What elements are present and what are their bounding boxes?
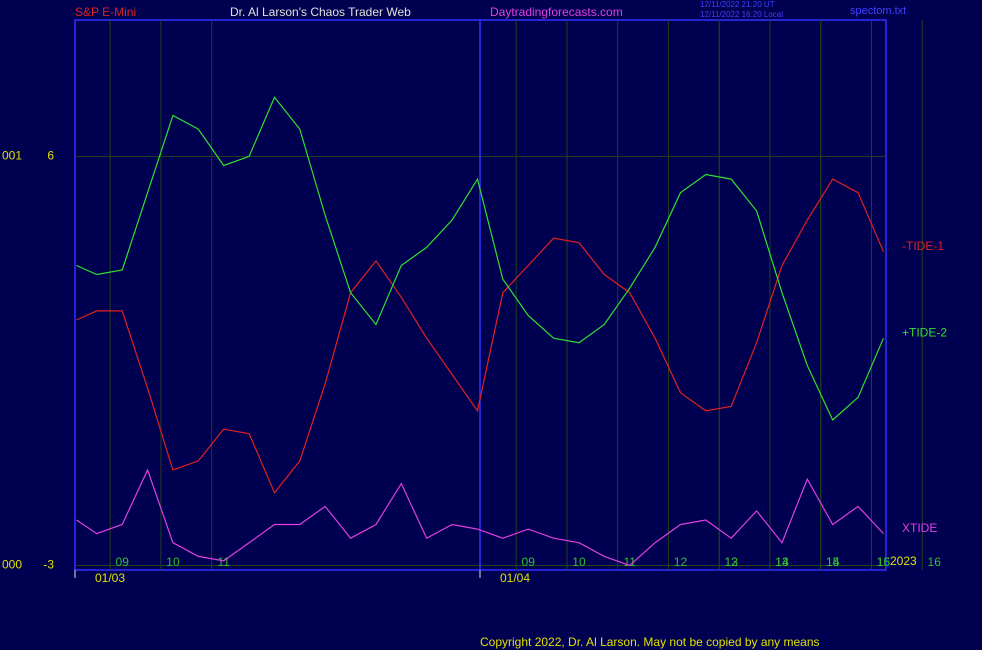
x-tick-label: 13 [725, 555, 739, 569]
x-tick-label: 09 [116, 555, 130, 569]
x-tick-label: 09 [522, 555, 536, 569]
year-label: 2023 [890, 554, 917, 568]
x-tick-label: 10 [572, 555, 586, 569]
site-url: Daytradingforecasts.com [490, 5, 623, 19]
x-tick-label: 16 [877, 555, 891, 569]
x-tick-label: 15 [826, 555, 840, 569]
x-tick-label: 14 [826, 555, 840, 569]
y-side-label: 001 [2, 149, 22, 163]
site-title: Dr. Al Larson's Chaos Trader Web [230, 5, 411, 19]
legend-label: XTIDE [902, 521, 937, 535]
y-tick-label: -3 [43, 558, 54, 572]
timestamp: 12/11/2022 16:20 Local [700, 10, 783, 19]
x-tick-label: 10 [166, 555, 180, 569]
x-tick-label: 13 [775, 555, 789, 569]
y-side-label: 000 [2, 558, 22, 572]
x-tick-label: 16 [928, 555, 942, 569]
x-tick-label: 12 [674, 555, 688, 569]
legend-label: +TIDE-2 [902, 325, 947, 339]
copyright: Copyright 2022, Dr. Al Larson. May not b… [480, 635, 820, 649]
file-name: spectom.txt [850, 5, 906, 17]
timestamp: 12/11/2022 21:20 UT [700, 0, 775, 9]
y-tick-label: 6 [47, 149, 54, 163]
x-tick-label: 11 [623, 555, 636, 569]
line-series [76, 468, 884, 567]
x-tick-label: 15 [877, 555, 891, 569]
instrument: S&P E-Mini [75, 5, 136, 19]
day-label: 01/04 [500, 571, 530, 585]
x-tick-label: 12 [725, 555, 739, 569]
line-series [76, 96, 885, 421]
x-tick-label: 14 [775, 555, 789, 569]
line-series [76, 178, 885, 494]
legend-label: -TIDE-1 [902, 239, 944, 253]
day-label: 01/03 [95, 571, 125, 585]
